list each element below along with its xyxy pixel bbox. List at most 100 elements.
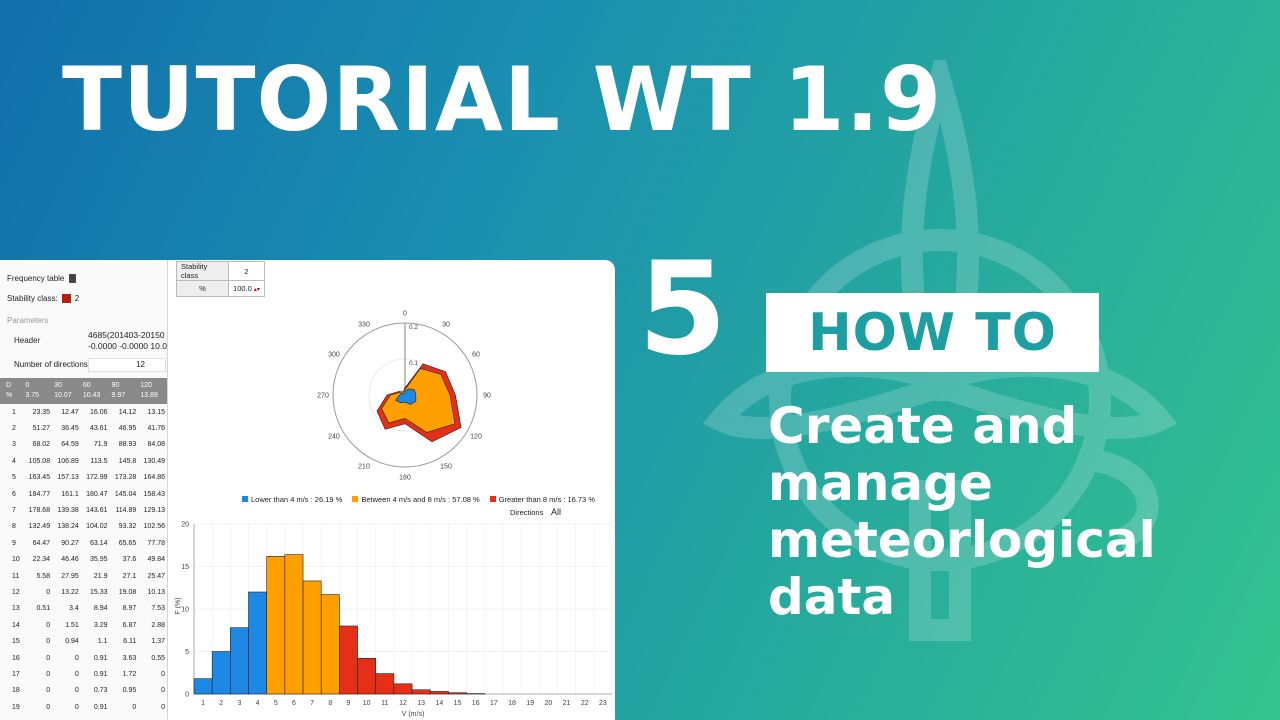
table-cell[interactable]: 7.53 xyxy=(151,605,165,613)
table-cell[interactable]: 13.22 xyxy=(61,588,79,596)
table-cell[interactable]: 19 xyxy=(12,703,20,711)
column-header[interactable]: 30 10.07 xyxy=(52,378,81,404)
column-header[interactable]: 0 3.75 xyxy=(23,378,53,404)
table-cell[interactable]: 18 xyxy=(12,687,20,695)
table-cell[interactable]: 15.33 xyxy=(90,588,108,596)
table-cell[interactable]: 3.4 xyxy=(69,605,79,613)
table-cell[interactable]: 1.51 xyxy=(65,621,79,629)
table-cell[interactable]: 0 xyxy=(46,687,51,695)
sc-percent-cell[interactable]: 100.0 ▴▾ xyxy=(228,280,265,297)
table-cell[interactable]: 14 xyxy=(12,621,20,629)
column-header[interactable]: 90 9.97 xyxy=(109,378,139,404)
table-cell[interactable]: 1 xyxy=(12,408,16,416)
table-cell[interactable]: 0.55 xyxy=(151,654,165,662)
table-cell[interactable]: 3.29 xyxy=(93,621,108,629)
table-cell[interactable]: 1.1 xyxy=(97,638,108,646)
table-cell[interactable]: 21.9 xyxy=(93,572,108,580)
table-cell[interactable]: 88.93 xyxy=(118,441,137,449)
table-cell[interactable]: 6 xyxy=(12,490,16,498)
table-cell[interactable]: 77.78 xyxy=(147,539,165,547)
table-cell[interactable]: 130.49 xyxy=(143,457,165,465)
table-cell[interactable]: 8.94 xyxy=(93,605,108,613)
table-cell[interactable]: 16.06 xyxy=(90,408,108,416)
table-cell[interactable]: 65.65 xyxy=(118,539,137,547)
table-cell[interactable]: 173.28 xyxy=(114,474,137,482)
table-cell[interactable]: 25.47 xyxy=(147,572,165,580)
table-cell[interactable]: 184.77 xyxy=(28,490,51,498)
table-cell[interactable]: 6.11 xyxy=(123,638,137,646)
table-cell[interactable]: 49.84 xyxy=(147,556,165,564)
table-cell[interactable]: 35.95 xyxy=(90,556,108,564)
table-cell[interactable]: 9 xyxy=(12,539,16,547)
table-cell[interactable]: 145.8 xyxy=(118,457,137,465)
num-directions-input[interactable]: 12 xyxy=(88,358,166,372)
table-cell[interactable]: 93.32 xyxy=(118,523,137,531)
table-cell[interactable]: 36.45 xyxy=(61,425,79,433)
table-cell[interactable]: 23.35 xyxy=(32,408,51,416)
table-cell[interactable]: 41.76 xyxy=(147,425,165,433)
table-cell[interactable]: 0.91 xyxy=(93,654,108,662)
table-cell[interactable]: 0 xyxy=(132,703,137,711)
column-header[interactable]: 120 13.89 xyxy=(138,378,167,404)
table-cell[interactable]: 164.86 xyxy=(143,474,165,482)
table-cell[interactable]: 104.02 xyxy=(86,523,108,531)
table-cell[interactable]: 0 xyxy=(74,703,79,711)
table-cell[interactable]: 46.46 xyxy=(61,556,79,564)
table-cell[interactable]: 139.38 xyxy=(57,507,79,515)
table-cell[interactable]: 161.1 xyxy=(61,490,79,498)
table-cell[interactable]: 71.9 xyxy=(93,441,108,449)
trash-icon[interactable] xyxy=(69,274,77,283)
table-cell[interactable]: 0 xyxy=(74,670,79,678)
table-cell[interactable]: 63.14 xyxy=(90,539,108,547)
table-cell[interactable]: 43.61 xyxy=(90,425,108,433)
table-cell[interactable]: 3.63 xyxy=(122,654,137,662)
table-cell[interactable]: 0 xyxy=(74,654,79,662)
header-value[interactable]: 4685(201403-20150 -0.0000 -0.0000 10.0 xyxy=(88,330,167,352)
table-cell[interactable]: 0.73 xyxy=(81,715,110,720)
stability-color-swatch[interactable] xyxy=(61,294,71,303)
table-cell[interactable]: 113.5 xyxy=(90,457,108,465)
table-cell[interactable]: 105.08 xyxy=(28,457,51,465)
table-cell[interactable]: 0 xyxy=(74,687,79,695)
table-cell[interactable]: 64.47 xyxy=(32,539,51,547)
table-cell[interactable]: 178.68 xyxy=(28,507,51,515)
table-cell[interactable]: 138.24 xyxy=(57,523,79,531)
directions-select[interactable]: All xyxy=(551,507,562,517)
table-cell[interactable]: 129.13 xyxy=(143,507,165,515)
table-cell[interactable]: 132.49 xyxy=(28,523,51,531)
table-cell[interactable]: 157.13 xyxy=(57,474,79,482)
table-cell[interactable]: 0.51 xyxy=(36,605,51,613)
table-cell[interactable]: 1.72 xyxy=(122,670,137,678)
table-cell[interactable]: 64.59 xyxy=(61,441,79,449)
table-cell[interactable]: 46.95 xyxy=(118,425,137,433)
table-cell[interactable]: 0 xyxy=(52,715,81,720)
table-cell[interactable]: 1.37 xyxy=(151,638,165,646)
table-cell[interactable]: 0 xyxy=(161,670,165,678)
table-cell[interactable]: 0.73 xyxy=(93,687,108,695)
table-cell[interactable]: 0 xyxy=(161,687,165,695)
table-cell[interactable]: 13.15 xyxy=(147,408,165,416)
spinner-icon[interactable]: ▴▾ xyxy=(253,287,260,293)
table-cell[interactable]: 0 xyxy=(46,703,51,711)
table-cell[interactable]: 5 xyxy=(12,474,16,482)
table-cell[interactable]: 0.94 xyxy=(65,638,79,646)
table-cell[interactable]: 27.95 xyxy=(61,572,79,580)
table-cell[interactable]: 180.47 xyxy=(86,490,108,498)
table-cell[interactable]: 163.45 xyxy=(28,474,51,482)
table-cell[interactable]: 143.61 xyxy=(86,507,108,515)
table-cell[interactable]: 0 xyxy=(161,703,165,711)
table-cell[interactable]: 0 xyxy=(110,715,139,720)
table-cell[interactable]: 0 xyxy=(46,654,51,662)
table-cell[interactable]: 27.1 xyxy=(122,572,137,580)
table-cell[interactable]: 145.04 xyxy=(114,490,137,498)
table-cell[interactable]: 4 xyxy=(12,457,16,465)
table-cell[interactable]: 37.6 xyxy=(122,556,137,564)
table-cell[interactable]: 51.27 xyxy=(32,425,51,433)
table-cell[interactable]: 0 xyxy=(46,638,51,646)
table-cell[interactable]: 84.08 xyxy=(147,441,165,449)
table-cell[interactable]: 5.58 xyxy=(36,572,51,580)
table-cell[interactable]: 11 xyxy=(12,572,20,580)
column-header[interactable]: 60 10.43 xyxy=(80,378,110,404)
table-cell[interactable]: 12.47 xyxy=(61,408,79,416)
table-cell[interactable]: 0 xyxy=(46,621,51,629)
